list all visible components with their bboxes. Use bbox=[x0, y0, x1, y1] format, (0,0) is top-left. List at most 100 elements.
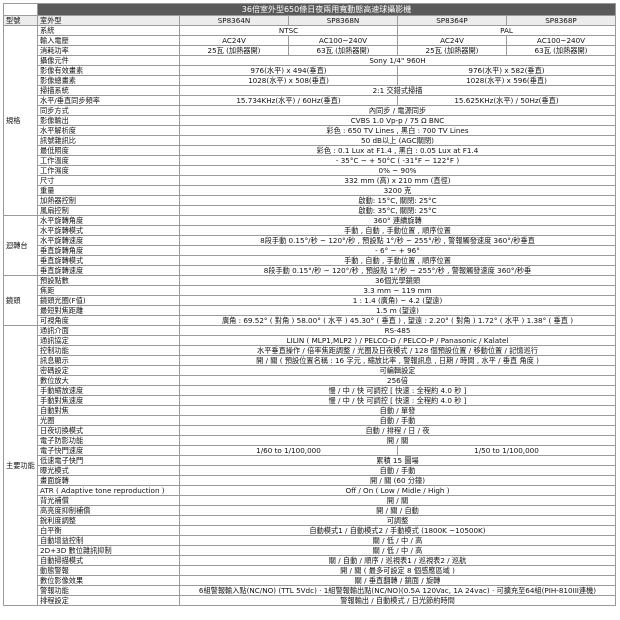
spec-item-label: 日夜切換模式 bbox=[37, 425, 180, 436]
spec-item-label: 數位放大 bbox=[37, 375, 180, 386]
spec-item-label: 尺寸 bbox=[37, 175, 180, 186]
spec-value: 1028(水平) x 508(垂直) bbox=[179, 75, 398, 86]
spec-item-label: 警報功能 bbox=[37, 585, 180, 596]
spec-value: 63瓦 (加熱器開) bbox=[288, 45, 398, 56]
spec-row: 日夜切換模式 自動 / 排程 / 日 / 夜 bbox=[4, 425, 616, 436]
spec-item-label: 風扇控制 bbox=[37, 205, 180, 216]
spec-item-label: 手動縮放速度 bbox=[37, 385, 180, 396]
spec-row: 電子快門速度 1/60 to 1/100,000 1/50 to 1/100,000 bbox=[4, 445, 616, 456]
spec-value: 警報輸出 / 自動模式 / 日光節約時間 bbox=[179, 595, 616, 606]
spec-row: 輸入電壓 AC24V AC100~240V AC24V AC100~240V bbox=[4, 35, 616, 46]
spec-item-label: 控制功能 bbox=[37, 345, 180, 356]
spec-row: 2D+3D 數位雜訊抑制關 / 低 / 中 / 高 bbox=[4, 545, 616, 556]
spec-item-label: 影像總畫素 bbox=[37, 75, 180, 86]
spec-item-label: 手動對焦速度 bbox=[37, 395, 180, 406]
spec-row: 攝像元件 Sony 1/4" 960H bbox=[4, 55, 616, 66]
spec-value: 自動模式1 / 自動模式2 / 手動模式 (1800K ~10500K) bbox=[179, 525, 616, 536]
spec-row: 光圈 自動 / 手動 bbox=[4, 415, 616, 426]
model-header-cell: SP8364N bbox=[179, 15, 289, 26]
spec-value: 開 / 關 bbox=[179, 435, 616, 446]
spec-row: 鏡頭光圈(F值) 1 : 1.4 (廣角) ~ 4.2 (望遠) bbox=[4, 295, 616, 306]
spec-item-label: 自動增益控制 bbox=[37, 535, 180, 546]
spec-row: 最低照度 彩色 : 0.1 Lux at F1.4 , 黑白 : 0.05 Lux… bbox=[4, 145, 616, 156]
spec-item-label: 自動掃描模式 bbox=[37, 555, 180, 566]
spec-row: 重量 3200 克 bbox=[4, 185, 616, 196]
spec-row: 迴轉台 水平旋轉角度 360° 連續旋轉 bbox=[3, 215, 616, 276]
spec-value: 25瓦 (加熱器開) bbox=[179, 45, 289, 56]
category-label: 規格 bbox=[3, 25, 38, 216]
spec-value: 開 / 關 / 自動 bbox=[179, 505, 616, 516]
spec-item-label: 訊息顯示 bbox=[37, 355, 180, 366]
spec-value: Sony 1/4" 960H bbox=[179, 55, 616, 66]
spec-row: 最短對焦距離 1.5 m (望遠) bbox=[4, 305, 616, 316]
spec-item-label: 畫面旋轉 bbox=[37, 475, 180, 486]
spec-item-label: 背光補償 bbox=[37, 495, 180, 506]
spec-row: 排程設定 警報輸出 / 自動模式 / 日光節約時間 bbox=[4, 595, 616, 606]
spec-value: 自動 / 單發 bbox=[179, 405, 616, 416]
spec-value: 可編輯設定 bbox=[179, 365, 616, 376]
spec-value: 6組警報輸入點(NC/NO) (TTL 5Vdc) · 1組警報輸出點(NC/N… bbox=[179, 585, 616, 596]
spec-item-label: 白平衡 bbox=[37, 525, 180, 536]
spec-item-label: 輸入電壓 bbox=[37, 35, 180, 46]
spec-row: 水平/垂直同步頻率 15.734KHz(水平) / 60Hz(垂直) 15.625K… bbox=[4, 95, 616, 106]
spec-item-label: 最短對焦距離 bbox=[37, 305, 180, 316]
category-label: 主要功能 bbox=[3, 325, 38, 606]
category-label: 迴轉台 bbox=[3, 215, 38, 276]
spec-row: 規格 系統 NTSC PAL bbox=[3, 25, 616, 216]
spec-item-label: 水平/垂直同步頻率 bbox=[37, 95, 180, 106]
spec-row: 背光補償開 / 關 bbox=[4, 495, 616, 506]
spec-row: 掃描系統 2:1 交錯式掃描 bbox=[4, 85, 616, 96]
spec-value: 63瓦 (加熱器開) bbox=[506, 45, 616, 56]
spec-item-label: 水平旋轉模式 bbox=[37, 225, 180, 236]
spec-row: 訊息顯示開 / 關 ( 預設位置名稱 : 16 字元 , 縮放比率 , 警報訊息… bbox=[4, 355, 616, 366]
spec-value: 彩色 : 0.1 Lux at F1.4 , 黑白 : 0.05 Lux at … bbox=[179, 145, 616, 156]
spec-value: AC100~240V bbox=[506, 35, 616, 46]
spec-value: AC100~240V bbox=[288, 35, 398, 46]
spec-row: 消耗功率 25瓦 (加熱器開) 63瓦 (加熱器開) 25瓦 (加熱器開) 63瓦 (加… bbox=[4, 45, 616, 56]
spec-item-label: 工作濕度 bbox=[37, 165, 180, 176]
spec-value: 15.734KHz(水平) / 60Hz(垂直) bbox=[179, 95, 398, 106]
spec-value: 廣角 : 69.52° ( 對角 ) 58.00° ( 水平 ) 45.30° … bbox=[179, 315, 616, 326]
model-header-cell: SP8364P bbox=[397, 15, 507, 26]
spec-item-label: 系統 bbox=[37, 25, 180, 36]
spec-item-label: 高亮度抑制補償 bbox=[37, 505, 180, 516]
spec-value: 開 / 關 ( 預設位置名稱 : 16 字元 , 縮放比率 , 警報訊息 , 日… bbox=[179, 355, 616, 366]
spec-value: 8段手動 0.15°/秒 ~ 120°/秒 , 預設點 1°/秒 ~ 255°/… bbox=[179, 235, 616, 246]
spec-row: 影像總畫素 1028(水平) x 508(垂直) 1028(水平) x 596(垂直… bbox=[4, 75, 616, 86]
spec-item-label: 垂直旋轉角度 bbox=[37, 245, 180, 256]
spec-value: 手動 , 自動 , 手動位置 , 順序位置 bbox=[179, 225, 616, 236]
spec-value: 1/50 to 1/100,000 bbox=[397, 445, 616, 456]
spec-value: LILIN ( MLP1,MLP2 ) / PELCO-D / PELCO-P … bbox=[179, 335, 616, 346]
spec-value: 自動 / 排程 / 日 / 夜 bbox=[179, 425, 616, 436]
spec-value: 2:1 交錯式掃描 bbox=[179, 85, 616, 96]
spec-value: 啟動: 35°C, 關閉: 25°C bbox=[179, 205, 616, 216]
spec-value: 1/60 to 1/100,000 bbox=[179, 445, 398, 456]
spec-row: 鏡頭 預設點數 36個光學鏡頭 bbox=[3, 275, 616, 326]
spec-row: 通訊協定 LILIN ( MLP1,MLP2 ) / PELCO-D / PELC… bbox=[4, 335, 616, 346]
spec-row: 工作濕度 0% ~ 90% bbox=[4, 165, 616, 176]
spec-row: 高亮度抑制補償開 / 關 / 自動 bbox=[4, 505, 616, 516]
spec-item-label: 消耗功率 bbox=[37, 45, 180, 56]
spec-row: 警報功能 6組警報輸入點(NC/NO) (TTL 5Vdc) · 1組警報輸出點(… bbox=[4, 585, 616, 596]
spec-row: 低速電子快門 累積 15 圖場 bbox=[4, 455, 616, 466]
spec-value: 8段手動 0.15°/秒 ~ 120°/秒 , 預設點 1°/秒 ~ 255°/… bbox=[179, 265, 616, 276]
spec-item-label: 訊號雜訊比 bbox=[37, 135, 180, 146]
spec-item-label: 重量 bbox=[37, 185, 180, 196]
spec-row: 自動對焦 自動 / 單發 bbox=[4, 405, 616, 416]
spec-row: 自動增益控制關 / 低 / 中 / 高 bbox=[4, 535, 616, 546]
model-header-cell: SP8368N bbox=[288, 15, 398, 26]
spec-row: 焦距 3.3 mm ~ 119 mm bbox=[4, 285, 616, 296]
spec-row: 曝光模式 自動 / 手動 bbox=[4, 465, 616, 476]
spec-row: 數位影像效果關 / 垂直翻轉 / 鏡面 / 旋轉 bbox=[4, 575, 616, 586]
spec-item-label: 電子快門速度 bbox=[37, 445, 180, 456]
spec-value: 3200 克 bbox=[179, 185, 616, 196]
spec-item-label: 最低照度 bbox=[37, 145, 180, 156]
spec-item-label: 同步方式 bbox=[37, 105, 180, 116]
spec-value: AC24V bbox=[397, 35, 507, 46]
spec-value: AC24V bbox=[179, 35, 289, 46]
spec-item-label: 焦距 bbox=[37, 285, 180, 296]
spec-row: 手動對焦速度慢 / 中 / 快 可調控 [ 快速 : 全程約 4.0 秒 ] bbox=[4, 395, 616, 406]
spec-row: 手動縮放速度慢 / 中 / 快 可調控 [ 快速 : 全程約 4.0 秒 ] bbox=[4, 385, 616, 396]
spec-row: 影像有效畫素 976(水平) x 494(垂直) 976(水平) x 582(垂直) bbox=[4, 65, 616, 76]
spec-row: 可視角度 廣角 : 69.52° ( 對角 ) 58.00° ( 水平 ) 45.… bbox=[4, 315, 616, 326]
